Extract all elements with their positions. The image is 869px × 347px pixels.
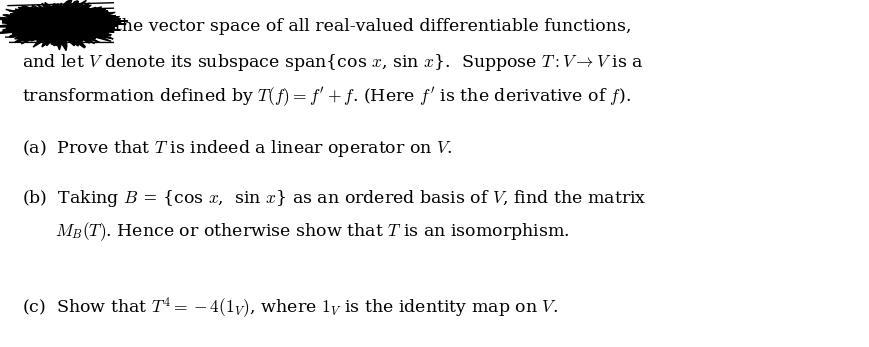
Text: $M_B(T)$. Hence or otherwise show that $T$ is an isomorphism.: $M_B(T)$. Hence or otherwise show that $… (55, 220, 570, 243)
Text: (b)  Taking $B$ = {cos $x$,  sin $x$} as an ordered basis of $V$, find the matri: (b) Taking $B$ = {cos $x$, sin $x$} as a… (22, 188, 647, 209)
Text: Consider the vector space of all real-valued differentiable functions,: Consider the vector space of all real-va… (30, 18, 632, 35)
Polygon shape (0, 0, 128, 51)
Text: and let $V$ denote its subspace span{cos $x$, sin $x$}.  Suppose $T : V \rightar: and let $V$ denote its subspace span{cos… (22, 52, 644, 73)
Text: (c)  Show that $T^4 = -4(1_V)$, where $1_V$ is the identity map on $V$.: (c) Show that $T^4 = -4(1_V)$, where $1_… (22, 295, 558, 320)
Text: 5: 5 (8, 15, 17, 29)
Text: (a)  Prove that $T$ is indeed a linear operator on $V$.: (a) Prove that $T$ is indeed a linear op… (22, 138, 453, 159)
Text: transformation defined by $T(f) = f' + f$. (Here $f'$ is the derivative of $f$).: transformation defined by $T(f) = f' + f… (22, 86, 631, 109)
